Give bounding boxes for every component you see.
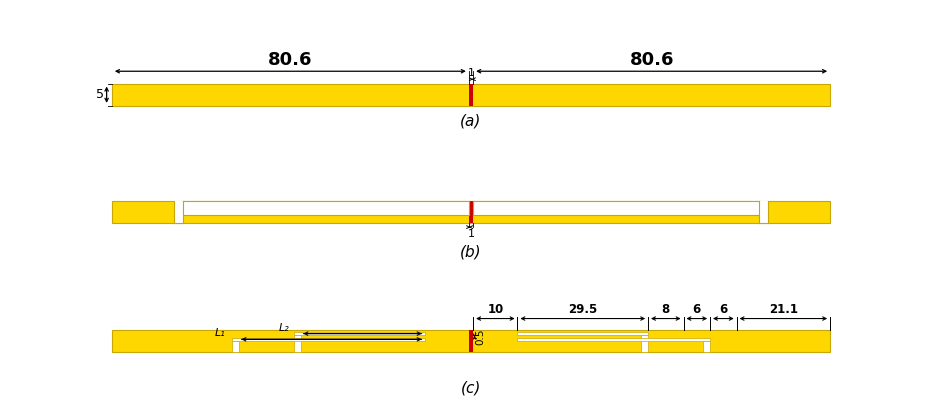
Text: (a): (a): [461, 114, 481, 129]
Bar: [112, 201, 830, 223]
Bar: [294, 335, 300, 352]
Bar: [174, 201, 469, 215]
Text: 10: 10: [487, 303, 503, 316]
Text: 1: 1: [467, 68, 475, 78]
Text: 8: 8: [661, 303, 670, 316]
Text: (c): (c): [461, 381, 481, 395]
Text: 80.6: 80.6: [268, 51, 313, 69]
Bar: [704, 341, 710, 352]
Text: 29.5: 29.5: [568, 303, 597, 316]
Text: 6: 6: [692, 303, 701, 316]
Text: 0.5: 0.5: [476, 328, 486, 345]
Bar: [232, 337, 425, 341]
Bar: [469, 84, 473, 106]
Bar: [174, 215, 183, 223]
Text: 6: 6: [720, 303, 727, 316]
Bar: [517, 337, 710, 341]
Text: L₁: L₁: [215, 328, 225, 339]
Bar: [232, 341, 238, 352]
Bar: [473, 201, 768, 215]
Bar: [112, 330, 830, 352]
Bar: [469, 201, 473, 223]
Bar: [469, 330, 473, 352]
Bar: [759, 215, 768, 223]
Text: 80.6: 80.6: [629, 51, 674, 69]
Text: 1: 1: [467, 229, 475, 239]
Bar: [642, 335, 648, 352]
Bar: [517, 332, 648, 335]
Bar: [112, 84, 830, 106]
Bar: [294, 332, 425, 335]
Text: L₂: L₂: [279, 323, 289, 333]
Text: (b): (b): [461, 245, 481, 260]
Text: 21.1: 21.1: [769, 303, 798, 316]
Text: 5: 5: [96, 88, 105, 101]
